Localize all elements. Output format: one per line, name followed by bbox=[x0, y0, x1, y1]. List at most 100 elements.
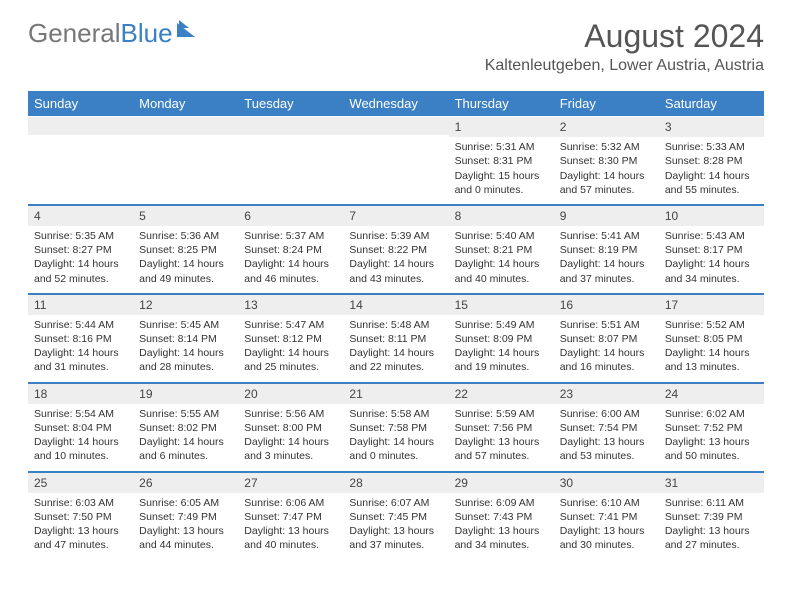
day-details: Sunrise: 5:49 AMSunset: 8:09 PMDaylight:… bbox=[449, 315, 554, 381]
logo-text-1: General bbox=[28, 18, 121, 49]
calendar-cell: 9Sunrise: 5:41 AMSunset: 8:19 PMDaylight… bbox=[554, 203, 659, 292]
weekday-header: Monday bbox=[133, 91, 238, 116]
day-number: 10 bbox=[659, 204, 764, 226]
daylight-line: Daylight: 14 hours and 3 minutes. bbox=[244, 435, 337, 463]
calendar-cell: 28 Sunrise: 6:07 AMSunset: 7:45 PMDayligh… bbox=[343, 470, 448, 559]
sunset-line: Sunset: 8:21 PM bbox=[455, 243, 548, 257]
daylight-line: Daylight: 13 hours and 37 minutes. bbox=[349, 524, 442, 552]
daylight-line: Daylight: 14 hours and 16 minutes. bbox=[560, 346, 653, 374]
calendar-cell: 21Sunrise: 5:58 AMSunset: 7:58 PMDayligh… bbox=[343, 381, 448, 470]
day-details: Sunrise: 5:54 AMSunset: 8:04 PMDaylight:… bbox=[28, 404, 133, 470]
calendar-cell: 13Sunrise: 5:47 AMSunset: 8:12 PMDayligh… bbox=[238, 292, 343, 381]
calendar-cell: 30Sunrise: 6:10 AMSunset: 7:41 PMDayligh… bbox=[554, 470, 659, 559]
day-details: Sunrise: 5:43 AMSunset: 8:17 PMDaylight:… bbox=[659, 226, 764, 292]
calendar-cell: 1Sunrise: 5:31 AMSunset: 8:31 PMDaylight… bbox=[449, 116, 554, 203]
day-number: 29 bbox=[449, 471, 554, 493]
sunrise-line: Sunrise: 5:52 AM bbox=[665, 318, 758, 332]
sunset-line: Sunset: 7:47 PM bbox=[244, 510, 337, 524]
calendar-cell: 11Sunrise: 5:44 AMSunset: 8:16 PMDayligh… bbox=[28, 292, 133, 381]
day-number: 19 bbox=[133, 382, 238, 404]
day-number: 21 bbox=[343, 382, 448, 404]
header: GeneralBlue August 2024 Kaltenleutgeben,… bbox=[0, 0, 792, 83]
daylight-line: Daylight: 14 hours and 46 minutes. bbox=[244, 257, 337, 285]
day-number: 2 bbox=[554, 117, 659, 137]
daylight-line: Daylight: 14 hours and 43 minutes. bbox=[349, 257, 442, 285]
daylight-line: Daylight: 14 hours and 6 minutes. bbox=[139, 435, 232, 463]
day-number: 18 bbox=[28, 382, 133, 404]
day-number: 11 bbox=[28, 293, 133, 315]
day-details: Sunrise: 5:32 AMSunset: 8:30 PMDaylight:… bbox=[554, 137, 659, 203]
day-number: 9 bbox=[554, 204, 659, 226]
sunset-line: Sunset: 8:05 PM bbox=[665, 332, 758, 346]
day-details: Sunrise: 6:05 AMSunset: 7:49 PMDaylight:… bbox=[133, 493, 238, 559]
daylight-line: Daylight: 13 hours and 53 minutes. bbox=[560, 435, 653, 463]
daylight-line: Daylight: 13 hours and 44 minutes. bbox=[139, 524, 232, 552]
weekday-header: Saturday bbox=[659, 91, 764, 116]
day-number: 7 bbox=[343, 204, 448, 226]
sunset-line: Sunset: 8:25 PM bbox=[139, 243, 232, 257]
sunrise-line: Sunrise: 5:51 AM bbox=[560, 318, 653, 332]
sunrise-line: Sunrise: 6:10 AM bbox=[560, 496, 653, 510]
sunset-line: Sunset: 7:45 PM bbox=[349, 510, 442, 524]
day-details: Sunrise: 5:36 AMSunset: 8:25 PMDaylight:… bbox=[133, 226, 238, 292]
day-details: Sunrise: 5:51 AMSunset: 8:07 PMDaylight:… bbox=[554, 315, 659, 381]
day-details: Sunrise: 5:35 AMSunset: 8:27 PMDaylight:… bbox=[28, 226, 133, 292]
day-number: 14 bbox=[343, 293, 448, 315]
daylight-line: Daylight: 14 hours and 0 minutes. bbox=[349, 435, 442, 463]
sunset-line: Sunset: 7:41 PM bbox=[560, 510, 653, 524]
sunrise-line: Sunrise: 5:40 AM bbox=[455, 229, 548, 243]
day-number: 3 bbox=[659, 117, 764, 137]
sunset-line: Sunset: 7:39 PM bbox=[665, 510, 758, 524]
calendar-cell: 15Sunrise: 5:49 AMSunset: 8:09 PMDayligh… bbox=[449, 292, 554, 381]
sunrise-line: Sunrise: 5:45 AM bbox=[139, 318, 232, 332]
sunset-line: Sunset: 8:00 PM bbox=[244, 421, 337, 435]
sunset-line: Sunset: 8:02 PM bbox=[139, 421, 232, 435]
day-details: Sunrise: 6:10 AMSunset: 7:41 PMDaylight:… bbox=[554, 493, 659, 559]
calendar-cell: 6Sunrise: 5:37 AMSunset: 8:24 PMDaylight… bbox=[238, 203, 343, 292]
sunset-line: Sunset: 8:27 PM bbox=[34, 243, 127, 257]
calendar-cell: 4Sunrise: 5:35 AMSunset: 8:27 PMDaylight… bbox=[28, 203, 133, 292]
sunrise-line: Sunrise: 5:37 AM bbox=[244, 229, 337, 243]
sunset-line: Sunset: 7:56 PM bbox=[455, 421, 548, 435]
sunrise-line: Sunrise: 5:54 AM bbox=[34, 407, 127, 421]
day-number: 6 bbox=[238, 204, 343, 226]
daylight-line: Daylight: 14 hours and 19 minutes. bbox=[455, 346, 548, 374]
day-details: Sunrise: 5:41 AMSunset: 8:19 PMDaylight:… bbox=[554, 226, 659, 292]
sunset-line: Sunset: 7:49 PM bbox=[139, 510, 232, 524]
day-number: 23 bbox=[554, 382, 659, 404]
day-number: 17 bbox=[659, 293, 764, 315]
calendar-cell: 2Sunrise: 5:32 AMSunset: 8:30 PMDaylight… bbox=[554, 116, 659, 203]
logo: GeneralBlue bbox=[28, 18, 205, 49]
sunrise-line: Sunrise: 5:56 AM bbox=[244, 407, 337, 421]
day-details: Sunrise: 5:56 AMSunset: 8:00 PMDaylight:… bbox=[238, 404, 343, 470]
logo-text-2: Blue bbox=[121, 18, 173, 49]
day-number: 24 bbox=[659, 382, 764, 404]
day-details: Sunrise: 5:31 AMSunset: 8:31 PMDaylight:… bbox=[449, 137, 554, 203]
daylight-line: Daylight: 14 hours and 52 minutes. bbox=[34, 257, 127, 285]
weekday-header: Tuesday bbox=[238, 91, 343, 116]
sunrise-line: Sunrise: 5:33 AM bbox=[665, 140, 758, 154]
daylight-line: Daylight: 13 hours and 27 minutes. bbox=[665, 524, 758, 552]
sunrise-line: Sunrise: 5:32 AM bbox=[560, 140, 653, 154]
daylight-line: Daylight: 13 hours and 47 minutes. bbox=[34, 524, 127, 552]
day-number: 16 bbox=[554, 293, 659, 315]
calendar: SundayMondayTuesdayWednesdayThursdayFrid… bbox=[28, 91, 764, 558]
daylight-line: Daylight: 13 hours and 40 minutes. bbox=[244, 524, 337, 552]
sunrise-line: Sunrise: 5:59 AM bbox=[455, 407, 548, 421]
sunset-line: Sunset: 8:17 PM bbox=[665, 243, 758, 257]
day-number: 28 bbox=[343, 471, 448, 493]
daylight-line: Daylight: 14 hours and 55 minutes. bbox=[665, 169, 758, 197]
day-number: 15 bbox=[449, 293, 554, 315]
sunrise-line: Sunrise: 6:07 AM bbox=[349, 496, 442, 510]
sunrise-line: Sunrise: 6:05 AM bbox=[139, 496, 232, 510]
day-details: Sunrise: 5:52 AMSunset: 8:05 PMDaylight:… bbox=[659, 315, 764, 381]
day-number: 26 bbox=[133, 471, 238, 493]
sunrise-line: Sunrise: 6:02 AM bbox=[665, 407, 758, 421]
daylight-line: Daylight: 13 hours and 50 minutes. bbox=[665, 435, 758, 463]
sunrise-line: Sunrise: 5:47 AM bbox=[244, 318, 337, 332]
day-details: Sunrise: 6:06 AMSunset: 7:47 PMDaylight:… bbox=[238, 493, 343, 559]
sunset-line: Sunset: 8:11 PM bbox=[349, 332, 442, 346]
calendar-cell: 20Sunrise: 5:56 AMSunset: 8:00 PMDayligh… bbox=[238, 381, 343, 470]
month-title: August 2024 bbox=[485, 18, 764, 55]
day-details: Sunrise: 5:45 AMSunset: 8:14 PMDaylight:… bbox=[133, 315, 238, 381]
